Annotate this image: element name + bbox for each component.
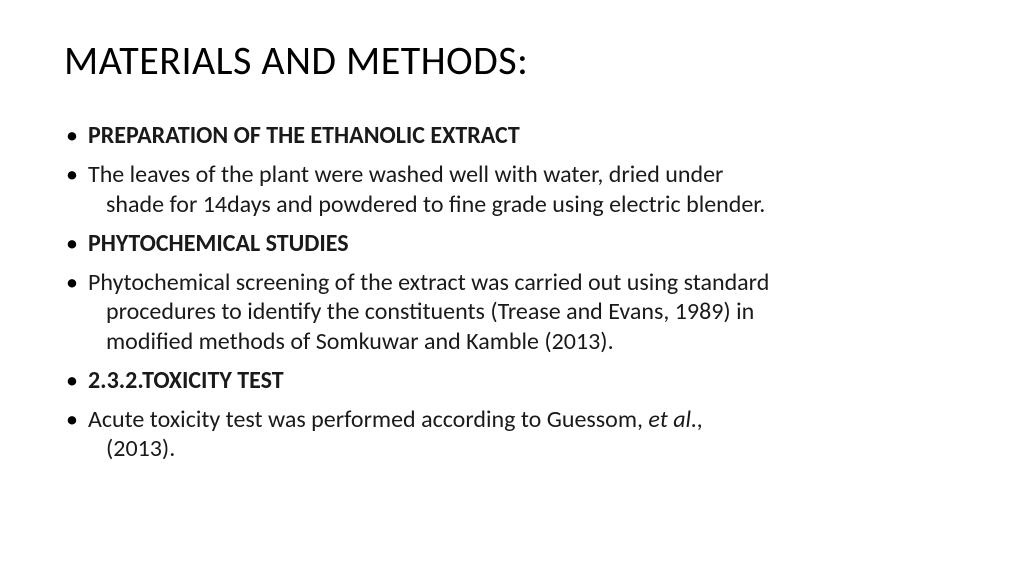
list-item: Phytochemical screening of the extract w… [64,268,964,356]
list-item: Acute toxicity test was performed accord… [64,405,964,464]
body-text-cont: (2013). [88,434,964,463]
list-item: PHYTOCHEMICAL STUDIES [64,229,964,258]
body-text-cont: procedures to identify the constituents … [88,297,964,326]
body-text: Phytochemical screening of the extract w… [88,268,769,297]
section-heading: PHYTOCHEMICAL STUDIES [88,229,349,258]
list-item: The leaves of the plant were washed well… [64,160,964,219]
slide-title: MATERIALS AND METHODS: [64,36,964,85]
list-item: PREPARATION OF THE ETHANOLIC EXTRACT [64,121,964,150]
body-text: The leaves of the plant were washed well… [88,160,723,189]
body-text: Acute toxicity test was performed accord… [88,405,648,434]
body-text-cont: modified methods of Somkuwar and Kamble … [88,327,964,356]
list-item: 2.3.2.TOXICITY TEST [64,366,964,395]
section-heading: 2.3.2.TOXICITY TEST [88,366,284,395]
bullet-list: PREPARATION OF THE ETHANOLIC EXTRACT The… [60,121,964,464]
body-text-cont: shade for 14days and powdered to fine gr… [88,190,964,219]
section-heading: PREPARATION OF THE ETHANOLIC EXTRACT [88,121,520,150]
body-text-italic: et al., [648,405,703,434]
slide: MATERIALS AND METHODS: PREPARATION OF TH… [0,0,1024,576]
